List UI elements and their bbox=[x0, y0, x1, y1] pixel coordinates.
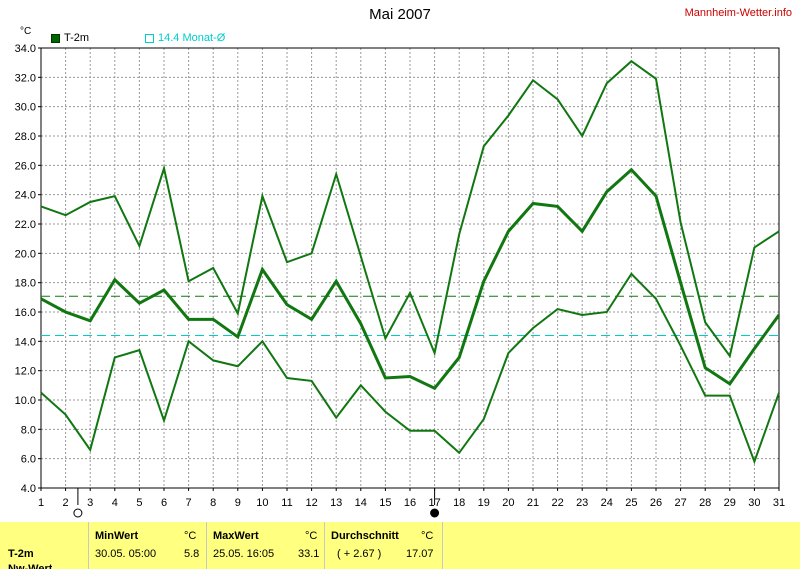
axis-ticks: 4.0 6.0 8.0 10.0 12.0 14.0 16.0 18.0 20.0 22.0 24.… bbox=[15, 43, 786, 509]
x-tick-label: 8 bbox=[210, 497, 216, 509]
y-tick-label: 4.0 bbox=[21, 483, 36, 495]
full-moon-icon bbox=[73, 508, 83, 518]
x-tick-label: 27 bbox=[674, 497, 686, 509]
footer-divider bbox=[206, 522, 207, 569]
x-tick-label: 26 bbox=[650, 497, 662, 509]
max-time: 25.05. 16:05 bbox=[213, 548, 275, 560]
max-header: MaxWert bbox=[213, 530, 259, 542]
x-tick-label: 22 bbox=[551, 497, 563, 509]
legend-label-t2m: T-2m bbox=[64, 32, 90, 44]
footer-divider bbox=[442, 522, 443, 569]
chart-title: Mai 2007 bbox=[369, 6, 431, 23]
y-tick-label: 6.0 bbox=[21, 454, 36, 466]
min-value: 5.8 bbox=[184, 548, 200, 560]
series-lines bbox=[40, 59, 781, 465]
min-time: 30.05. 05:00 bbox=[95, 548, 157, 560]
y-tick-label: 18.0 bbox=[15, 278, 36, 290]
min-header: MinWert bbox=[95, 530, 139, 542]
x-tick-label: 18 bbox=[453, 497, 465, 509]
x-tick-label: 19 bbox=[478, 497, 490, 509]
y-tick-label: 34.0 bbox=[15, 43, 36, 55]
moon-markers bbox=[73, 488, 440, 518]
row-label-t2m: T-2m bbox=[8, 548, 34, 560]
x-tick-label: 1 bbox=[38, 497, 44, 509]
y-tick-label: 28.0 bbox=[15, 131, 36, 143]
y-tick-label: 10.0 bbox=[15, 395, 36, 407]
x-tick-label: 21 bbox=[527, 497, 539, 509]
x-tick-label: 31 bbox=[773, 497, 785, 509]
legend-swatch-t2m bbox=[51, 33, 60, 43]
max-unit: °C bbox=[305, 530, 318, 542]
y-tick-label: 32.0 bbox=[15, 72, 36, 84]
x-tick-label: 9 bbox=[235, 497, 241, 509]
y-tick-label: 16.0 bbox=[15, 307, 36, 319]
x-tick-label: 13 bbox=[330, 497, 342, 509]
new-moon-icon bbox=[430, 508, 440, 518]
x-tick-label: 16 bbox=[404, 497, 416, 509]
y-tick-label: 24.0 bbox=[15, 190, 36, 202]
x-tick-label: 3 bbox=[87, 497, 93, 509]
y-tick-label: 30.0 bbox=[15, 102, 36, 114]
min-unit: °C bbox=[184, 530, 197, 542]
legend-label-average: 14.4 Monat-Ø bbox=[158, 32, 226, 44]
x-tick-label: 5 bbox=[136, 497, 142, 509]
x-tick-label: 23 bbox=[576, 497, 588, 509]
grid bbox=[40, 47, 780, 489]
x-tick-label: 24 bbox=[601, 497, 613, 509]
y-axis-unit: °C bbox=[20, 26, 32, 37]
y-tick-label: 26.0 bbox=[15, 160, 36, 172]
x-tick-label: 6 bbox=[161, 497, 167, 509]
y-tick-label: 22.0 bbox=[15, 219, 36, 231]
average-value: 17.07 bbox=[406, 548, 434, 560]
footer-divider bbox=[324, 522, 325, 569]
footer-divider bbox=[88, 522, 89, 569]
x-tick-label: 30 bbox=[748, 497, 760, 509]
x-tick-label: 29 bbox=[724, 497, 736, 509]
x-tick-label: 15 bbox=[379, 497, 391, 509]
x-tick-label: 10 bbox=[256, 497, 268, 509]
x-tick-label: 4 bbox=[112, 497, 118, 509]
x-tick-label: 11 bbox=[281, 497, 292, 509]
average-deviation: ( + 2.67 ) bbox=[337, 548, 382, 560]
y-tick-label: 8.0 bbox=[21, 424, 36, 436]
x-tick-label: 12 bbox=[305, 497, 317, 509]
legend-item-monthly-average: 14.4 Monat-Ø bbox=[145, 32, 225, 44]
y-tick-label: 14.0 bbox=[15, 336, 36, 348]
x-tick-label: 2 bbox=[63, 497, 69, 509]
max-value: 33.1 bbox=[298, 548, 320, 560]
temperature-chart: 4.0 6.0 8.0 10.0 12.0 14.0 16.0 18.0 20.0 22.0 24.… bbox=[15, 43, 786, 518]
x-tick-label: 14 bbox=[355, 497, 367, 509]
row-label-next: Nw-Wert bbox=[8, 563, 53, 569]
site-name[interactable]: Mannheim-Wetter.info bbox=[684, 7, 792, 19]
average-header: Durchschnitt bbox=[331, 530, 399, 542]
legend-swatch-average bbox=[145, 33, 154, 43]
x-tick-label: 7 bbox=[186, 497, 192, 509]
reference-lines bbox=[41, 295, 779, 336]
series-line-mean bbox=[40, 167, 781, 391]
x-tick-label: 28 bbox=[699, 497, 711, 509]
y-tick-label: 20.0 bbox=[15, 248, 36, 260]
series-line-min bbox=[40, 272, 780, 465]
statistics-panel: MinWert °C MaxWert °C Durchschnitt °C T-… bbox=[0, 522, 800, 569]
x-tick-label: 25 bbox=[625, 497, 637, 509]
legend-item-t2m: T-2m bbox=[51, 32, 89, 44]
y-tick-label: 12.0 bbox=[15, 366, 36, 378]
average-unit: °C bbox=[421, 530, 434, 542]
x-tick-label: 20 bbox=[502, 497, 514, 509]
series-line-max bbox=[40, 59, 780, 359]
